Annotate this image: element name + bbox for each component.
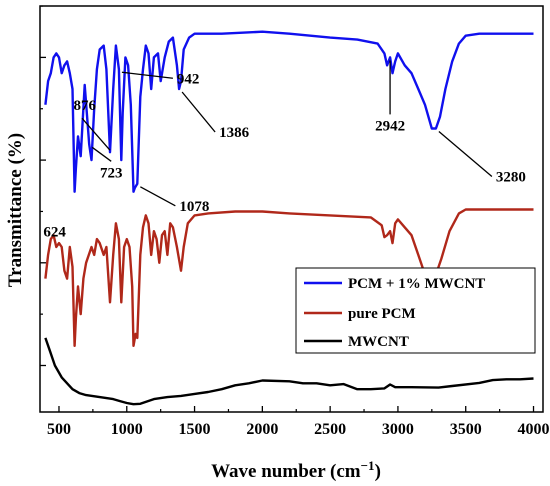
series-layer [44,30,534,406]
x-tick-label: 2000 [246,421,278,438]
x-axis-title-close: ) [375,461,381,482]
y-axis-title: Transmittance (%) [5,133,26,287]
x-tick-label: 1000 [111,421,143,438]
legend-label-pure-pcm: pure PCM [348,306,416,322]
peak-1078-pointer [140,186,176,207]
x-tick-label: 3000 [382,421,414,438]
x-axis-title: Wave number (cm−1) [211,458,381,482]
x-tick-label: 3500 [450,421,482,438]
peak-1078-label: 1078 [179,199,209,215]
peak-2942-label: 2942 [375,118,405,134]
plot-frame [39,5,544,413]
y-axis-ticks [40,5,46,367]
peak-723-label: 723 [100,165,123,181]
peak-624-label: 624 [43,225,66,241]
x-tick-label: 500 [47,421,71,438]
x-axis-ticks: 500 1000 1500 2000 2500 3000 3500 4000 [47,406,550,438]
x-tick-label: 2500 [314,421,346,438]
legend: PCM + 1% MWCNT pure PCM MWCNT [295,267,536,354]
peak-1386-label: 1386 [219,125,250,141]
peak-3280-pointer [438,131,493,177]
peak-942-label: 942 [177,71,200,87]
peak-876-label: 876 [73,98,96,114]
x-tick-label: 1500 [179,421,211,438]
series-line-pcm-1-mwcnt [44,30,534,193]
legend-label-mwcnt: MWCNT [348,334,409,350]
annotation-layer: 876 624 723 942 1078 1386 2942 3280 [43,60,526,241]
peak-942-pointer [121,71,173,79]
peak-1386-pointer [181,91,216,133]
series-line-mwcnt [44,337,534,406]
legend-label-pcm-mwcnt: PCM + 1% MWCNT [348,276,485,292]
x-tick-label: 4000 [518,421,550,438]
peak-3280-label: 3280 [496,170,526,186]
peak-876-pointer [81,117,111,151]
x-axis-title-superscript: −1 [361,458,375,473]
series-line-pure-pcm [44,208,534,347]
peak-723-pointer [91,146,112,162]
